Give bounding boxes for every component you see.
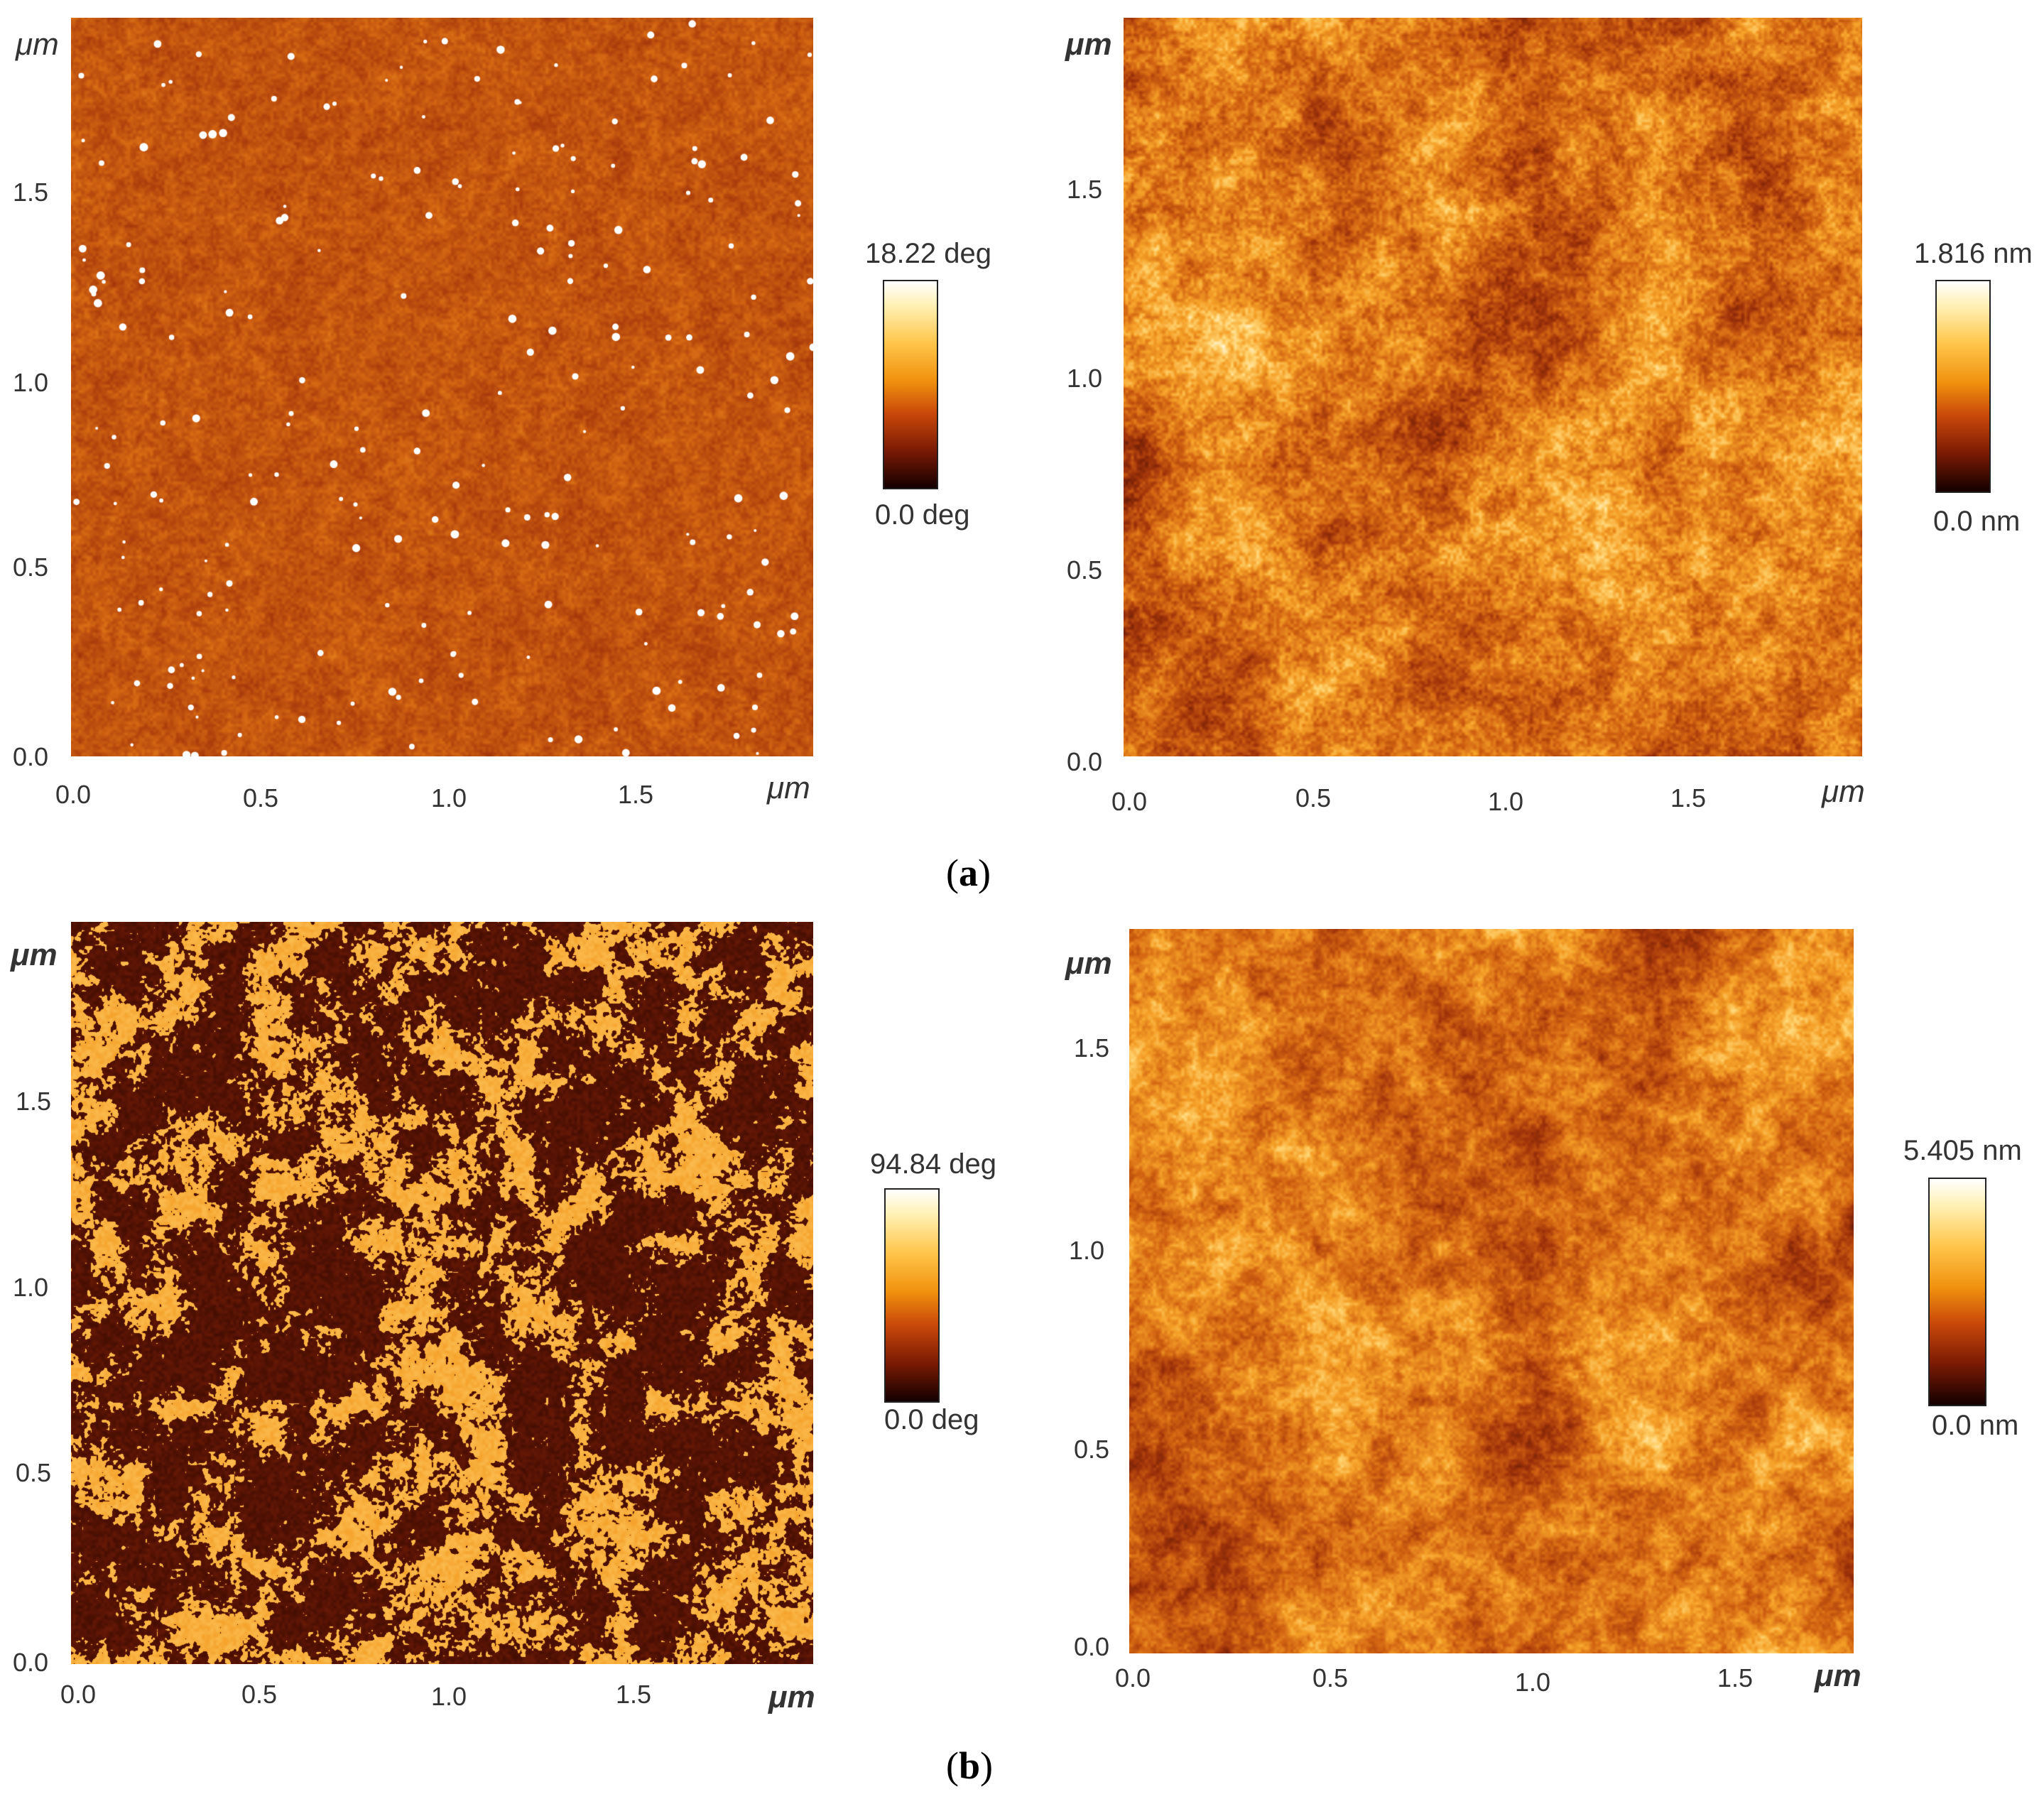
- x-tick-label: 0.5: [1312, 1663, 1349, 1692]
- y-axis-unit: μm: [1065, 946, 1112, 981]
- x-tick-label: 0.5: [241, 1680, 278, 1709]
- y-tick-label: 0.5: [13, 553, 49, 582]
- x-tick-label: 0.0: [55, 780, 92, 809]
- y-tick-label: 1.0: [1067, 364, 1103, 393]
- colorbar-min-label: 0.0 nm: [1933, 506, 2021, 537]
- colorbar-min-label: 0.0 deg: [884, 1404, 979, 1435]
- x-tick-label: 0.5: [243, 783, 279, 812]
- y-tick-label: 0.5: [1074, 1435, 1110, 1464]
- y-axis-unit: μm: [16, 27, 59, 62]
- x-tick-label: 0.0: [60, 1680, 97, 1709]
- colorbar-min-label: 0.0 deg: [875, 499, 970, 531]
- afm-image-a-height: [1124, 18, 1862, 756]
- x-tick-label: 1.5: [618, 780, 654, 809]
- y-tick-label: 0.5: [16, 1458, 52, 1487]
- caption-a: (a): [946, 852, 991, 894]
- afm-image-b-height: [1129, 929, 1854, 1653]
- y-tick-label: 1.5: [16, 1087, 52, 1116]
- x-tick-label: 1.0: [1515, 1668, 1551, 1697]
- y-tick-label: 1.0: [1069, 1236, 1105, 1265]
- y-tick-label: 0.0: [1067, 747, 1103, 776]
- colorbar-max-label: 1.816 nm: [1914, 238, 2033, 269]
- colorbar: [883, 280, 938, 489]
- x-tick-label: 1.5: [1670, 783, 1707, 812]
- y-tick-label: 1.5: [1074, 1033, 1110, 1062]
- x-tick-label: 1.0: [431, 1682, 467, 1711]
- caption-b: (b): [946, 1744, 994, 1787]
- colorbar-max-label: 18.22 deg: [865, 238, 991, 269]
- x-tick-label: 1.5: [616, 1680, 652, 1709]
- x-axis-unit: μm: [768, 1680, 815, 1714]
- y-axis-unit: μm: [1065, 27, 1112, 62]
- x-tick-label: 0.0: [1115, 1663, 1151, 1692]
- y-tick-label: 0.0: [13, 742, 49, 771]
- colorbar: [884, 1188, 940, 1403]
- y-tick-label: 1.5: [13, 178, 49, 207]
- afm-image-a-phase: [71, 18, 813, 756]
- panel-b-height: μm 1.5 1.0 0.5 0.0 0.0 0.5 1.0 1.5 μm 5.…: [1023, 909, 2044, 1726]
- x-tick-label: 0.0: [1111, 787, 1148, 816]
- afm-image-b-phase: [71, 922, 813, 1664]
- panel-b-phase: μm 1.5 1.0 0.5 0.0 0.0 0.5 1.0 1.5 μm 94…: [0, 909, 1023, 1726]
- y-tick-label: 0.5: [1067, 555, 1103, 585]
- x-tick-label: 0.5: [1295, 783, 1332, 812]
- colorbar-max-label: 5.405 nm: [1903, 1135, 2022, 1166]
- x-tick-label: 1.5: [1717, 1663, 1754, 1692]
- y-tick-label: 0.0: [1074, 1632, 1110, 1661]
- panel-a-height: μm 1.5 1.0 0.5 0.0 0.0 0.5 1.0 1.5 μm 1.…: [1023, 0, 2044, 838]
- y-tick-label: 1.0: [13, 368, 49, 397]
- x-axis-unit: μm: [1815, 1658, 1861, 1693]
- colorbar: [1935, 280, 1991, 493]
- y-tick-label: 0.0: [13, 1648, 49, 1677]
- y-tick-label: 1.0: [13, 1273, 49, 1302]
- colorbar-max-label: 94.84 deg: [870, 1148, 996, 1180]
- colorbar-min-label: 0.0 nm: [1932, 1410, 2019, 1441]
- x-tick-label: 1.0: [1488, 787, 1524, 816]
- panel-a-phase: μm 1.5 1.0 0.5 0.0 0.0 0.5 1.0 1.5 μm 18…: [0, 0, 1023, 838]
- x-axis-unit: μm: [1822, 774, 1865, 809]
- y-axis-unit: μm: [11, 937, 58, 972]
- colorbar: [1928, 1178, 1986, 1406]
- x-tick-label: 1.0: [431, 783, 467, 812]
- y-tick-label: 1.5: [1067, 175, 1103, 204]
- x-axis-unit: μm: [767, 771, 810, 805]
